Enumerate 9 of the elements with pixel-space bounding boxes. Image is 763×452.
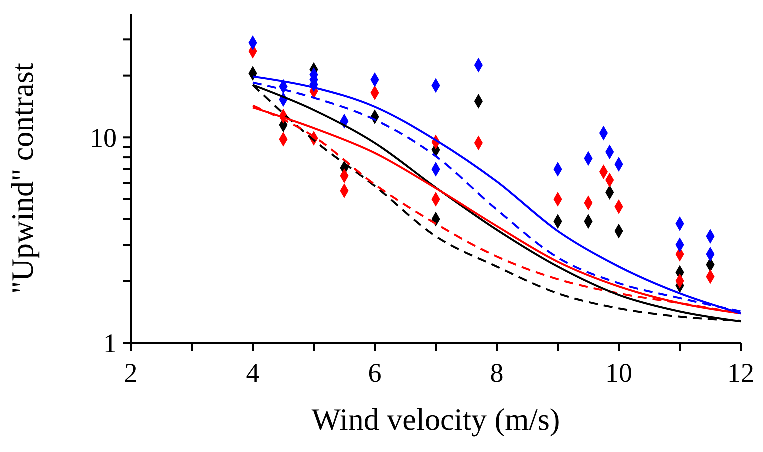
x-tick-label: 2 bbox=[124, 358, 138, 388]
x-axis-title: Wind velocity (m/s) bbox=[312, 402, 560, 437]
x-tick-label: 12 bbox=[728, 358, 754, 388]
x-tick-label: 6 bbox=[368, 358, 382, 388]
x-tick-label: 10 bbox=[606, 358, 632, 388]
y-axis-title: "Upwind" contrast bbox=[5, 62, 40, 294]
y-tick-label: 1 bbox=[104, 328, 117, 359]
x-tick-label: 4 bbox=[246, 358, 260, 388]
x-tick-label: 8 bbox=[490, 358, 504, 388]
